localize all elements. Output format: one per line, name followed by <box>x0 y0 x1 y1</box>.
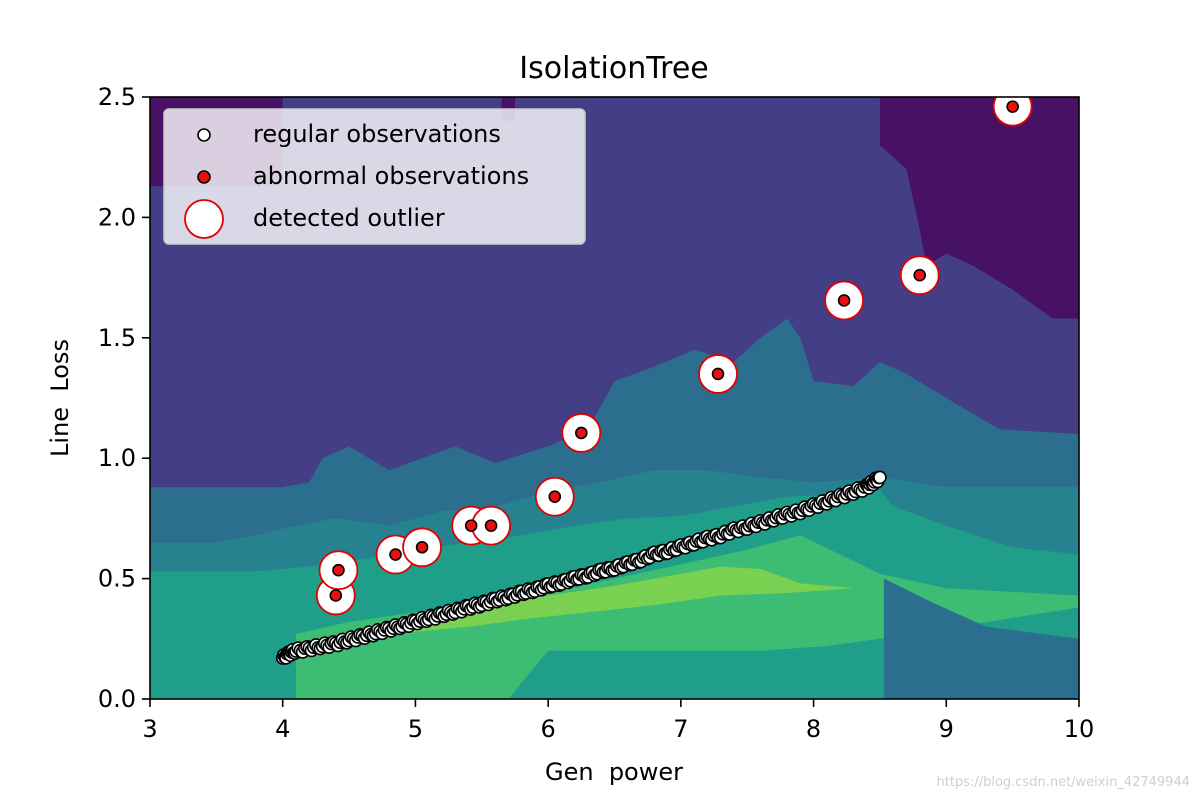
contour-band-level-3 <box>883 578 1079 699</box>
legend-regular-marker <box>197 128 211 142</box>
contour-band-level-7 <box>362 566 854 632</box>
y-tick-label: 0.5 <box>98 565 136 593</box>
abnormal-observation-point <box>548 490 562 504</box>
x-tick-label: 3 <box>142 715 157 743</box>
abnormal-observation-point <box>913 268 927 282</box>
x-tick-label: 10 <box>1064 715 1095 743</box>
x-tick-label: 6 <box>541 715 556 743</box>
y-tick-label: 1.0 <box>98 444 136 472</box>
x-axis-ticks: 3 4 5 6 7 8 9 10 <box>142 699 1094 743</box>
abnormal-observation-point <box>389 548 402 561</box>
abnormal-observation-markers <box>329 100 1019 602</box>
plot-frame <box>149 96 1080 700</box>
y-axis-ticks: 0.0 0.5 1.0 1.5 2.0 2.5 <box>98 83 150 713</box>
x-axis-label: Gen power <box>545 758 683 786</box>
y-tick-label: 1.5 <box>98 324 136 352</box>
y-tick-label: 0.0 <box>98 685 136 713</box>
legend: regular observations abnormal observatio… <box>163 108 586 245</box>
regular-observation-markers <box>275 470 887 665</box>
x-tick-label: 4 <box>275 715 290 743</box>
legend-outlier-marker <box>184 199 224 239</box>
abnormal-observation-point <box>332 563 345 577</box>
chart-title: IsolationTree <box>519 51 709 86</box>
abnormal-observation-point <box>575 426 588 440</box>
y-tick-label: 2.5 <box>98 83 136 111</box>
legend-regular-label: regular observations <box>253 120 501 148</box>
legend-abnormal-marker <box>197 170 211 184</box>
legend-box <box>163 108 586 245</box>
regular-observation-point <box>873 470 887 485</box>
x-tick-label: 9 <box>939 715 954 743</box>
abnormal-observation-point <box>711 367 725 381</box>
abnormal-observation-point <box>837 294 851 307</box>
y-axis-label: Line Loss <box>46 339 74 457</box>
contour-band-level-6 <box>296 535 1079 699</box>
legend-abnormal-label: abnormal observations <box>253 162 529 190</box>
abnormal-observation-point <box>464 519 478 532</box>
abnormal-observation-point <box>329 589 343 602</box>
legend-outlier-label: detected outlier <box>253 204 445 232</box>
watermark: https://blog.csdn.net/weixin_42749944 <box>936 775 1190 790</box>
abnormal-observation-point <box>415 540 429 554</box>
abnormal-observation-point <box>1006 100 1019 113</box>
x-tick-label: 8 <box>806 715 821 743</box>
abnormal-observation-point <box>484 519 498 532</box>
x-tick-label: 7 <box>673 715 688 743</box>
y-tick-label: 2.0 <box>98 203 136 231</box>
x-tick-label: 5 <box>408 715 423 743</box>
